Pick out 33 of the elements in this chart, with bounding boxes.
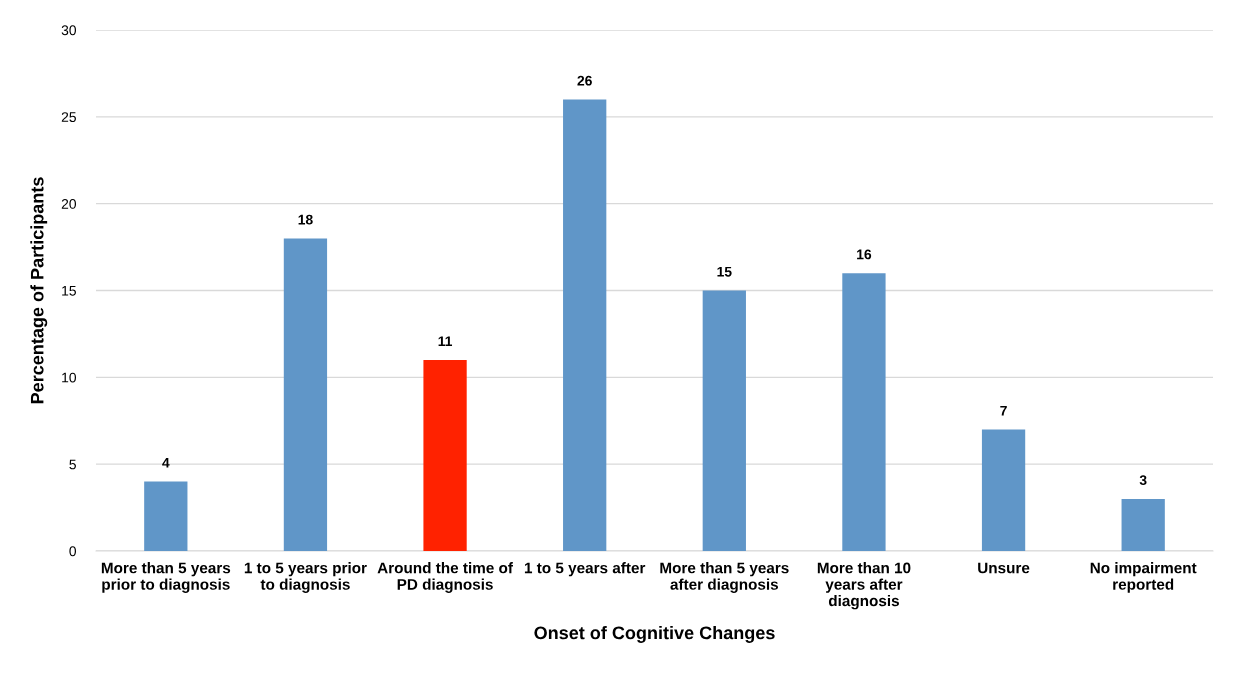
x-tick-label: 1 to 5 years after [524,562,646,577]
x-tick-label: No impairment reported [1090,562,1197,593]
y-tick-label: 15 [62,285,76,296]
data-label: 15 [717,266,732,277]
data-label: 26 [577,75,592,86]
bar [842,273,886,551]
x-tick-label: Unsure [978,562,1030,574]
y-tick-label: 5 [69,459,76,470]
y-tick-label: 25 [61,112,76,122]
bar [283,238,328,551]
y-tick-label: 10 [62,372,77,383]
y-tick-label: 20 [61,199,77,209]
bar [1121,498,1165,551]
bar [144,481,188,551]
x-tick-label: More than 10 years after diagnosis [817,562,911,610]
y-tick-label: 0 [69,546,77,557]
data-label: 11 [438,336,453,346]
bar [563,99,607,551]
bar [702,290,746,551]
data-label: 7 [1000,405,1007,416]
data-label: 3 [1139,475,1147,486]
x-tick-label: Around the time of PD diagnosis [377,562,513,593]
x-tick-label: 1 to 5 years prior to diagnosis [244,562,367,593]
bar [981,429,1026,551]
x-tick-label: More than 5 years after diagnosis [660,562,789,593]
data-label: 4 [162,457,170,468]
y-axis-title: Percentage of Participants [30,177,48,404]
y-tick-label: 30 [61,25,77,36]
bar [423,359,467,551]
x-axis-title: Onset of Cognitive Changes [534,626,775,643]
data-label: 16 [857,249,872,260]
x-tick-label: More than 5 years prior to diagnosis [101,562,231,593]
data-label: 18 [298,214,313,225]
